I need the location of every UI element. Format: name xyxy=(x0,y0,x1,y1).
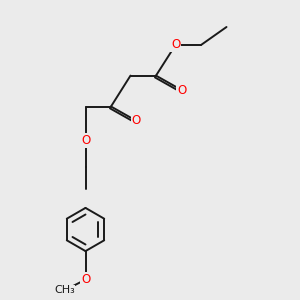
Text: O: O xyxy=(81,134,90,147)
Text: O: O xyxy=(171,38,180,52)
Text: O: O xyxy=(177,83,186,97)
Text: CH₃: CH₃ xyxy=(54,285,75,296)
Text: O: O xyxy=(81,273,90,286)
Text: O: O xyxy=(132,114,141,128)
